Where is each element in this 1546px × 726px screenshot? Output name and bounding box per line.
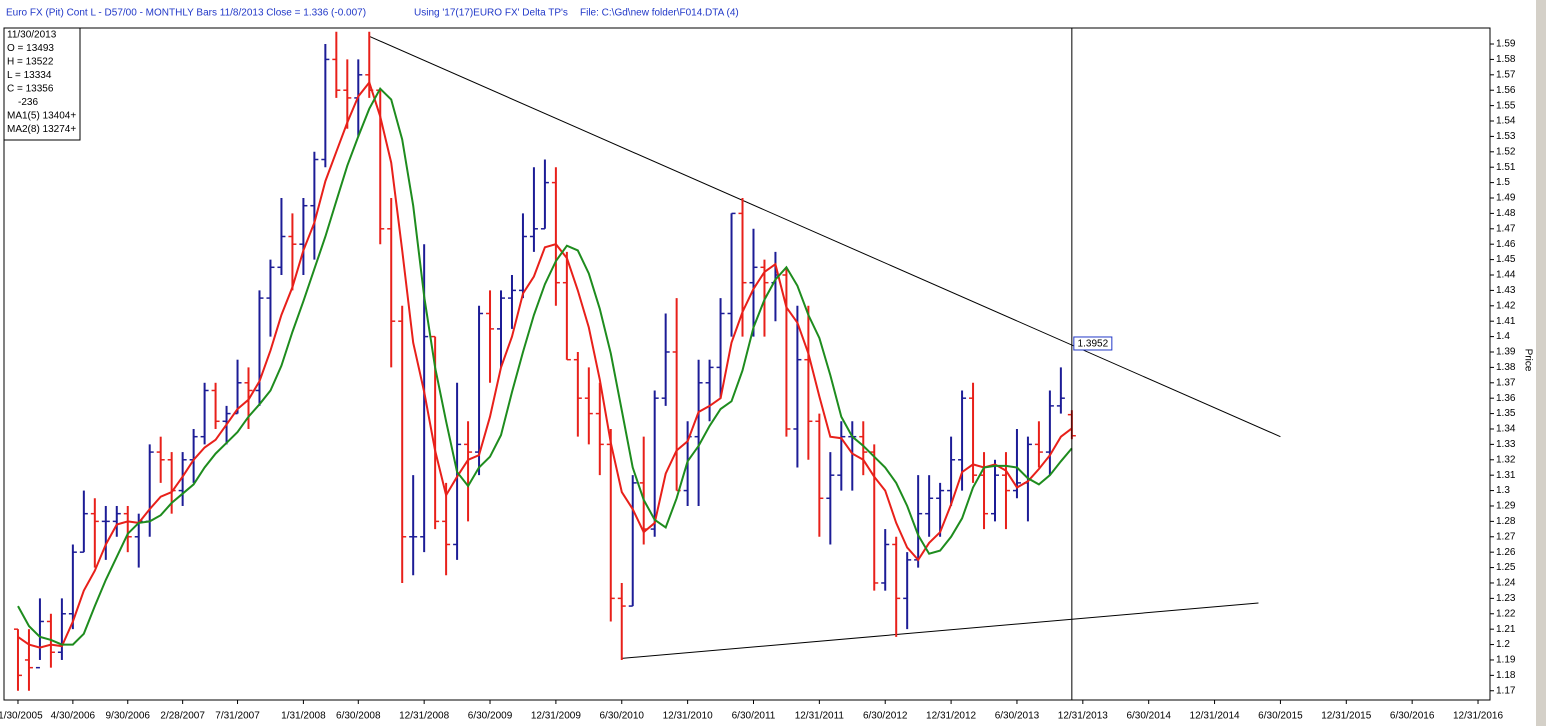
info-box (3, 27, 81, 141)
x-tick-label: 11/30/2005 (0, 711, 43, 722)
y-tick-label: 1.35 (1496, 408, 1516, 419)
x-tick-label: 6/30/2012 (863, 711, 908, 722)
x-tick-label: 9/30/2006 (106, 711, 151, 722)
y-tick-label: 1.29 (1496, 501, 1516, 512)
info-line: H = 13522 (7, 57, 54, 68)
window-frame (1536, 0, 1546, 726)
header-title: Euro FX (Pit) Cont L - D57/00 - MONTHLY … (6, 8, 366, 19)
x-tick-label: 6/30/2016 (1390, 711, 1435, 722)
x-tick-label: 12/31/2013 (1058, 711, 1108, 722)
y-tick-label: 1.44 (1496, 270, 1516, 281)
info-line: MA2(8) 13274+ (7, 124, 76, 135)
x-tick-label: 6/30/2014 (1126, 711, 1171, 722)
y-tick-label: 1.28 (1496, 516, 1516, 527)
y-tick-label: 1.33 (1496, 439, 1516, 450)
plot-marks (13, 28, 1281, 700)
y-tick-label: 1.39 (1496, 347, 1516, 358)
header-file: File: C:\Gd\new folder\F014.DTA (4) (580, 8, 739, 19)
y-tick-label: 1.31 (1496, 470, 1516, 481)
x-tick-label: 6/30/2013 (995, 711, 1040, 722)
y-tick-label: 1.37 (1496, 377, 1516, 388)
y-tick-label: 1.5 (1496, 177, 1510, 188)
moving-average (17, 87, 1073, 646)
y-tick-label: 1.45 (1496, 254, 1516, 265)
y-tick-label: 1.54 (1496, 116, 1516, 127)
y-tick-label: 1.48 (1496, 208, 1516, 219)
x-tick-label: 6/30/2011 (732, 711, 776, 722)
y-tick-label: 1.23 (1496, 593, 1516, 604)
info-line: L = 13334 (7, 70, 52, 81)
y-tick-label: 1.32 (1496, 454, 1516, 465)
x-tick-label: 12/31/2016 (1453, 711, 1503, 722)
info-lines: 11/30/2013 O = 13493 H = 13522 L = 13334 C =… (7, 30, 76, 136)
y-tick-label: 1.4 (1496, 331, 1510, 342)
y-axis-label: Price (1522, 349, 1533, 372)
x-tick-label: 7/31/2007 (215, 711, 260, 722)
y-tick-label: 1.2 (1496, 639, 1510, 650)
x-tick-label: 4/30/2006 (51, 711, 96, 722)
x-tick-label: 12/31/2009 (531, 711, 581, 722)
y-tick-label: 1.43 (1496, 285, 1516, 296)
y-tick-label: 1.42 (1496, 300, 1516, 311)
cursor-label-box (1073, 336, 1113, 351)
y-tick-label: 1.3 (1496, 485, 1510, 496)
y-tick-label: 1.27 (1496, 531, 1516, 542)
y-tick-label: 1.49 (1496, 193, 1516, 204)
y-tick-label: 1.53 (1496, 131, 1516, 142)
x-tick-label: 6/30/2008 (336, 711, 381, 722)
y-tick-label: 1.25 (1496, 562, 1516, 573)
y-tick-label: 1.36 (1496, 393, 1516, 404)
info-line: O = 13493 (7, 43, 54, 54)
y-tick-label: 1.51 (1496, 162, 1516, 173)
x-tick-label: 12/31/2008 (399, 711, 449, 722)
y-tick-label: 1.21 (1496, 624, 1516, 635)
x-tick-label: 1/31/2008 (281, 711, 326, 722)
y-tick-label: 1.59 (1496, 39, 1516, 50)
trendline (369, 35, 1281, 438)
x-tick-label: 12/31/2012 (926, 711, 976, 722)
y-tick-label: 1.58 (1496, 54, 1516, 65)
info-line: 11/30/2013 (7, 30, 57, 41)
y-tick-label: 1.38 (1496, 362, 1516, 373)
y-tick-label: 1.34 (1496, 424, 1516, 435)
x-tick-label: 6/30/2010 (600, 711, 645, 722)
x-tick-label: 6/30/2015 (1258, 711, 1303, 722)
info-line: C = 13356 (7, 84, 54, 95)
y-tick-label: 1.22 (1496, 608, 1516, 619)
plot-area (3, 27, 1491, 701)
axes: 1.17 1.18 1.19 1.2 1.21 1.22 1.23 1.24 1.25 1.26 1… (0, 39, 1516, 722)
y-tick-label: 1.46 (1496, 239, 1516, 250)
info-line: MA1(5) 13404+ (7, 111, 76, 122)
y-tick-label: 1.24 (1496, 578, 1516, 589)
y-tick-label: 1.57 (1496, 69, 1516, 80)
x-tick-label: 12/31/2015 (1321, 711, 1371, 722)
trendline (621, 602, 1259, 659)
x-tick-label: 12/31/2014 (1190, 711, 1240, 722)
y-tick-label: 1.47 (1496, 223, 1516, 234)
header-study: Using '17(17)EURO FX' Delta TP's (414, 8, 568, 19)
x-tick-label: 12/31/2011 (795, 711, 845, 722)
cursor-label: 1.3952 (1078, 339, 1109, 350)
y-tick-label: 1.41 (1496, 316, 1516, 327)
x-tick-label: 2/28/2007 (160, 711, 205, 722)
y-tick-label: 1.17 (1496, 685, 1516, 696)
info-line: -236 (18, 97, 38, 108)
y-tick-label: 1.55 (1496, 100, 1516, 111)
y-tick-label: 1.18 (1496, 670, 1516, 681)
x-tick-label: 6/30/2009 (468, 711, 513, 722)
x-tick-label: 12/31/2010 (663, 711, 713, 722)
y-tick-label: 1.56 (1496, 85, 1516, 96)
moving-average (17, 80, 1073, 649)
y-tick-label: 1.26 (1496, 547, 1516, 558)
y-tick-label: 1.52 (1496, 146, 1516, 157)
y-tick-label: 1.19 (1496, 655, 1516, 666)
